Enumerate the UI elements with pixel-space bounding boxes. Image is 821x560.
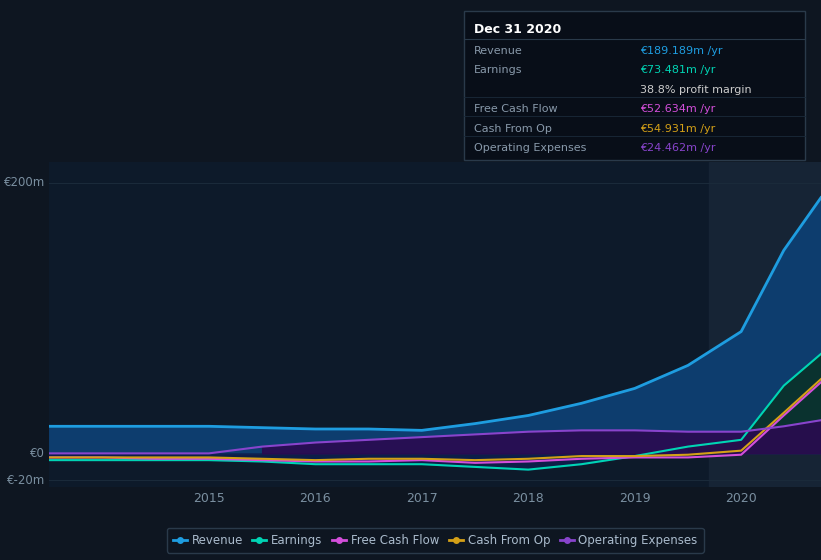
Text: Free Cash Flow: Free Cash Flow — [474, 104, 557, 114]
Text: €200m: €200m — [4, 176, 45, 189]
Text: 38.8% profit margin: 38.8% profit margin — [640, 85, 752, 95]
Text: €0: €0 — [30, 447, 45, 460]
Legend: Revenue, Earnings, Free Cash Flow, Cash From Op, Operating Expenses: Revenue, Earnings, Free Cash Flow, Cash … — [167, 528, 704, 553]
Text: Cash From Op: Cash From Op — [474, 124, 552, 133]
Text: Operating Expenses: Operating Expenses — [474, 143, 586, 153]
Text: €52.634m /yr: €52.634m /yr — [640, 104, 716, 114]
Text: €24.462m /yr: €24.462m /yr — [640, 143, 716, 153]
Text: €54.931m /yr: €54.931m /yr — [640, 124, 716, 133]
Text: Revenue: Revenue — [474, 46, 522, 56]
Text: €189.189m /yr: €189.189m /yr — [640, 46, 722, 56]
Text: Earnings: Earnings — [474, 66, 522, 75]
Text: €-20m: €-20m — [7, 474, 45, 487]
Text: €73.481m /yr: €73.481m /yr — [640, 66, 716, 75]
Text: Dec 31 2020: Dec 31 2020 — [474, 22, 561, 36]
Bar — [709, 162, 821, 487]
